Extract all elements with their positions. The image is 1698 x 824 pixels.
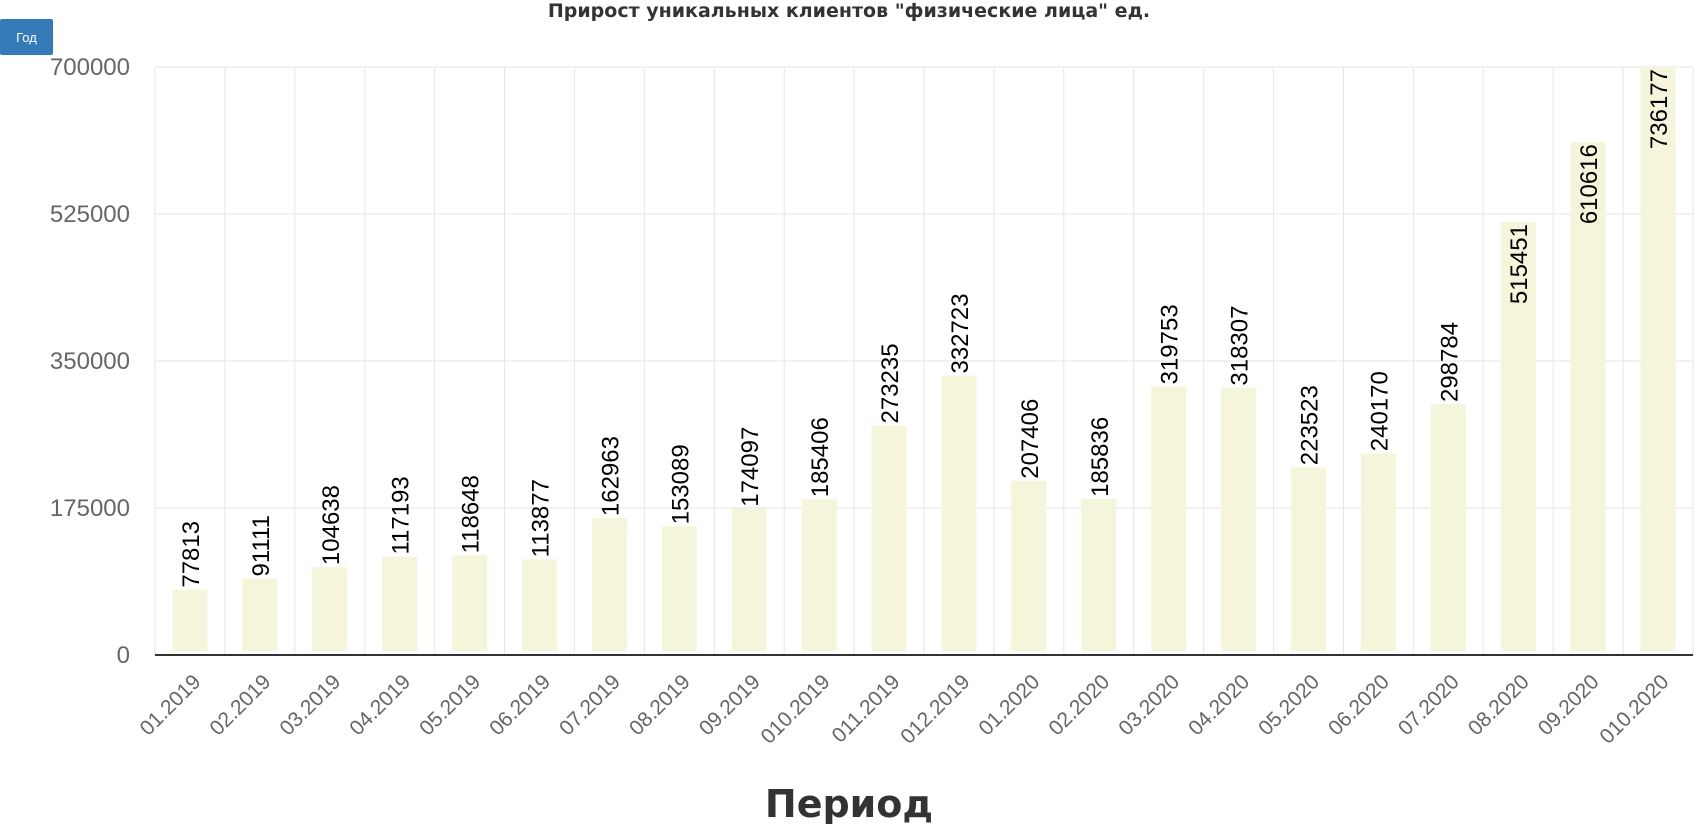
x-tick-label: 02.2020 [1044,670,1114,740]
data-label: 185836 [1087,417,1114,497]
x-tick-label: 06.2019 [485,670,555,740]
data-label: 298784 [1436,322,1463,402]
x-tick-label: 04.2020 [1184,670,1254,740]
bar [522,559,557,651]
bar [382,556,418,651]
data-label: 515451 [1506,224,1533,304]
y-tick-labels: 0 175000 350000 525000 700000 [50,54,130,669]
x-tick-label: 09.2019 [695,670,765,740]
data-label: 91111 [248,515,275,576]
grid-lines [154,66,1694,655]
bar [1500,222,1536,651]
data-label: 174097 [737,427,764,507]
bar [731,508,767,651]
bar [1291,467,1326,651]
bar [941,375,977,651]
period-year-button[interactable]: Год [0,19,53,55]
data-label: 162963 [597,436,624,516]
data-label: 113877 [528,479,555,557]
bar [871,425,907,651]
bar [1570,142,1606,651]
x-tick-label: 01.2019 [136,670,206,740]
x-tick-label: 05.2019 [415,670,485,740]
data-label: 736177 [1646,69,1673,149]
bar [591,518,627,651]
x-tick-label: 04.2019 [345,670,415,740]
y-tick-label: 0 [117,642,130,669]
data-label: 273235 [877,343,904,423]
data-label: 185406 [807,417,834,497]
bar [1151,386,1187,651]
data-label: 207406 [1017,399,1044,479]
data-label: 104638 [318,485,345,565]
x-tick-label: 07.2019 [555,670,625,740]
x-tick-label: 08.2019 [625,670,695,740]
x-tick-label: 03.2020 [1114,670,1184,740]
bar [452,555,488,651]
bar [312,567,348,651]
y-tick-label: 700000 [50,54,130,81]
bar [242,578,278,651]
bar [1640,67,1676,651]
bar [1221,387,1257,651]
data-label: 610616 [1576,144,1603,224]
bar [172,589,208,651]
data-label: 223523 [1297,385,1324,465]
data-label: 118648 [458,475,485,553]
data-label: 117193 [388,476,415,554]
x-tick-labels: 01.2019 02.2019 03.2019 04.2019 05.2019 06.20… [136,670,1674,748]
data-label: 77813 [178,521,205,588]
data-label: 240170 [1366,371,1393,451]
x-tick-label: 02.2019 [205,670,275,740]
bar [1011,480,1047,651]
x-axis-title: Период [764,782,934,824]
x-tick-label: 03.2019 [275,670,345,740]
y-tick-label: 350000 [50,348,130,375]
x-tick-label: 09.2020 [1534,670,1604,740]
data-label: 319753 [1157,304,1184,384]
x-tick-label: 01.2020 [974,670,1044,740]
x-tick-label: 07.2020 [1394,670,1464,740]
x-tick-label: 08.2020 [1464,670,1534,740]
x-tick-label: 05.2020 [1254,670,1324,740]
bar [1360,453,1396,651]
y-tick-label: 175000 [50,495,130,522]
bar [661,526,697,651]
data-label: 153089 [667,444,694,524]
bar [1081,498,1117,651]
bar [1430,404,1466,651]
x-tick-label: 012.2019 [896,670,974,748]
x-tick-label: 010.2020 [1595,670,1673,748]
x-tick-label: 06.2020 [1324,670,1394,740]
bar [801,499,837,651]
data-label: 318307 [1227,306,1254,386]
bars [172,67,1676,651]
data-labels: 77813 91111 104638 117193 118648 113877 162963… [178,69,1673,588]
x-tick-label: 010.2019 [756,670,834,748]
y-tick-label: 525000 [50,201,130,228]
data-label: 332723 [947,293,974,373]
chart-title: Прирост уникальных клиентов "физические … [547,0,1151,22]
x-tick-label: 011.2019 [827,670,904,747]
